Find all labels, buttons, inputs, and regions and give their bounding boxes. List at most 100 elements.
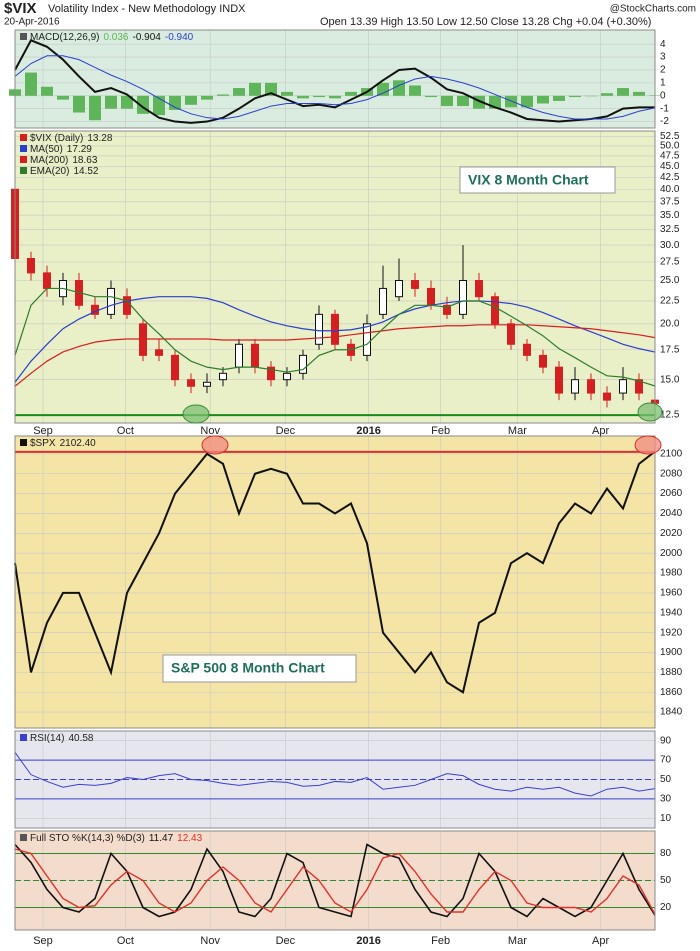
x-tick-label: Mar	[508, 425, 527, 437]
y-tick-label: 1880	[660, 667, 683, 678]
panel-background	[15, 436, 655, 728]
candle-body	[539, 354, 547, 368]
panel-frame	[14, 435, 656, 729]
series-line	[14, 848, 656, 915]
x-tick-label: Mar	[508, 935, 527, 947]
x-tick-label: Apr	[592, 935, 609, 947]
y-tick-label: 2000	[660, 548, 683, 559]
histogram-bar	[601, 93, 613, 96]
histogram-bar	[249, 82, 261, 96]
y-tick-label: 25.0	[660, 275, 680, 286]
series-line	[14, 39, 656, 124]
y-tick-label: 1860	[660, 687, 683, 698]
y-tick-label: 1840	[660, 707, 683, 718]
legend-value: -0.904	[133, 32, 162, 43]
y-tick-label: 1940	[660, 607, 683, 618]
candle-body	[363, 323, 371, 356]
histogram-bar	[537, 95, 549, 104]
legend: Full STO %K(14,3) %D(3) 11.47 12.43	[30, 833, 203, 844]
highlight	[182, 404, 210, 424]
brand: @StockCharts.com	[610, 4, 696, 15]
y-tick-label: 50	[660, 875, 672, 886]
highlight	[634, 435, 662, 455]
candle-body	[395, 280, 403, 298]
date: 20-Apr-2016	[4, 17, 60, 28]
y-tick-label: 2020	[660, 528, 683, 539]
histogram-bar	[297, 95, 309, 99]
histogram-bar	[25, 72, 37, 96]
y-tick-label: 42.5	[660, 172, 680, 183]
annotation: S&P 500 8 Month Chart	[171, 660, 325, 676]
candle-body	[171, 354, 179, 381]
y-tick-label: 40.0	[660, 184, 680, 195]
series-line	[14, 450, 656, 694]
y-tick-label: 17.5	[660, 344, 680, 355]
candle-body	[379, 287, 387, 315]
legend-name: MA(200)	[30, 155, 68, 166]
histogram-bar	[521, 95, 533, 108]
histogram-bar	[105, 95, 117, 109]
histogram-bar	[217, 94, 229, 96]
y-tick-label: 22.5	[660, 296, 680, 307]
y-tick-label: 20	[660, 902, 672, 913]
histogram-bar	[633, 91, 645, 96]
y-tick-label: 2100	[660, 449, 683, 460]
legend-swatch	[20, 33, 27, 40]
legend-value: -0.940	[165, 32, 194, 43]
histogram-bar	[57, 95, 69, 100]
candle-body	[443, 304, 451, 315]
y-tick-label: 45.0	[660, 161, 680, 172]
legend-swatch	[20, 834, 27, 841]
x-tick-label: Feb	[431, 935, 450, 947]
legend-value: 14.52	[73, 166, 98, 177]
candle-body	[43, 272, 51, 289]
y-tick-label: 2060	[660, 488, 683, 499]
series-line	[14, 752, 656, 797]
series-line	[14, 296, 656, 383]
candle-body	[491, 296, 499, 325]
y-tick-label: 27.5	[660, 257, 680, 268]
y-tick-label: 4	[660, 39, 666, 50]
note-box	[459, 166, 616, 194]
histogram-bar	[329, 95, 341, 99]
legend-name: EMA(20)	[30, 166, 69, 177]
y-tick-label: 35.0	[660, 210, 680, 221]
description: Volatility Index - New Methodology INDX	[48, 3, 246, 15]
y-tick-label: 50	[660, 774, 672, 785]
histogram-bar	[585, 95, 597, 97]
legend-swatch	[20, 134, 27, 141]
candle-body	[555, 366, 563, 394]
candle-body	[619, 379, 627, 394]
x-tick-label: 2016	[356, 425, 380, 437]
y-tick-label: 32.5	[660, 224, 680, 235]
x-tick-label: Apr	[592, 425, 609, 437]
histogram-bar	[201, 95, 213, 100]
legend-swatch	[20, 145, 27, 152]
histogram-bar	[185, 95, 197, 105]
highlight	[201, 435, 229, 455]
series-line	[14, 287, 656, 387]
candle-body	[603, 392, 611, 401]
legend-swatch	[20, 734, 27, 741]
legend: MA(200) 18.63	[30, 155, 98, 166]
y-tick-label: 1	[660, 78, 666, 89]
panel-frame	[14, 730, 656, 829]
legend-value: 12.43	[177, 833, 202, 844]
legend-value: 18.63	[72, 155, 97, 166]
x-tick-label: Nov	[200, 425, 220, 437]
histogram-bar	[89, 95, 101, 121]
legend-name: MA(50)	[30, 144, 63, 155]
legend-name: $VIX (Daily)	[30, 133, 83, 144]
candle-body	[315, 313, 323, 345]
legend-value: 0.036	[103, 32, 128, 43]
legend: $SPX 2102.40	[30, 438, 96, 449]
histogram-bar	[569, 95, 581, 98]
highlight	[637, 402, 663, 422]
y-tick-label: 47.5	[660, 151, 680, 162]
candle-body	[139, 323, 147, 356]
legend-swatch	[20, 156, 27, 163]
candle-body	[475, 280, 483, 298]
y-tick-label: -1	[660, 103, 669, 114]
histogram-bar	[617, 88, 629, 96]
histogram-bar	[233, 88, 245, 96]
